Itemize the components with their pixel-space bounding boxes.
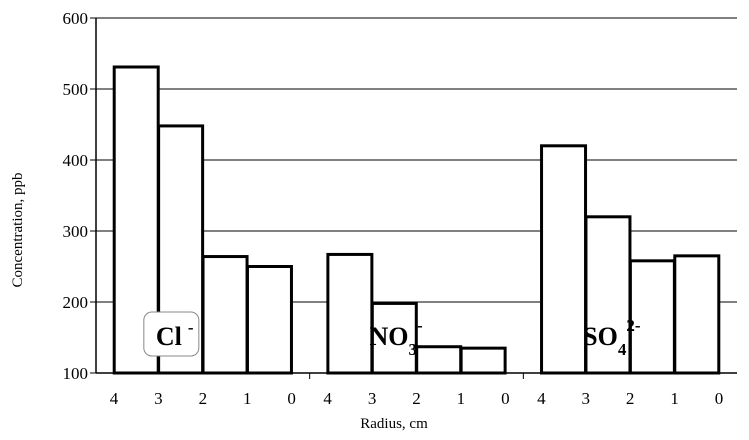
bar bbox=[461, 348, 505, 373]
x-tick-label: 4 bbox=[537, 389, 546, 408]
x-tick-label: 4 bbox=[323, 389, 332, 408]
y-axis-title: Concentration, ppb bbox=[10, 173, 26, 288]
y-tick-label: 400 bbox=[63, 151, 89, 170]
y-tick-label: 600 bbox=[63, 9, 89, 28]
x-tick-label: 1 bbox=[243, 389, 252, 408]
x-tick-label: 0 bbox=[715, 389, 724, 408]
x-tick-label: 3 bbox=[368, 389, 377, 408]
x-tick-label: 2 bbox=[626, 389, 635, 408]
y-tick-label: 200 bbox=[63, 293, 89, 312]
x-tick-label: 4 bbox=[110, 389, 119, 408]
y-tick-label: 500 bbox=[63, 80, 89, 99]
x-tick-label: 2 bbox=[199, 389, 208, 408]
y-tick-labels: 100 200 300 400 500 600 bbox=[63, 9, 89, 383]
x-tick-label: 1 bbox=[457, 389, 466, 408]
y-tick-label: 300 bbox=[63, 222, 89, 241]
x-tick-label: 3 bbox=[582, 389, 591, 408]
bar bbox=[417, 347, 461, 373]
x-tick-label: 2 bbox=[412, 389, 421, 408]
bar bbox=[675, 256, 719, 373]
x-tick-label: 1 bbox=[670, 389, 679, 408]
x-axis-title: Radius, cm bbox=[360, 416, 428, 432]
bar bbox=[542, 146, 586, 373]
bar bbox=[203, 257, 247, 373]
bar bbox=[328, 254, 372, 373]
y-tick-label: 100 bbox=[63, 364, 89, 383]
x-tick-label: 3 bbox=[154, 389, 163, 408]
bar bbox=[247, 267, 291, 374]
x-tick-label: 0 bbox=[287, 389, 296, 408]
x-tick-labels: 4 3 2 1 0 4 3 2 1 0 4 3 2 1 0 bbox=[110, 389, 724, 408]
x-tick-label: 0 bbox=[501, 389, 510, 408]
